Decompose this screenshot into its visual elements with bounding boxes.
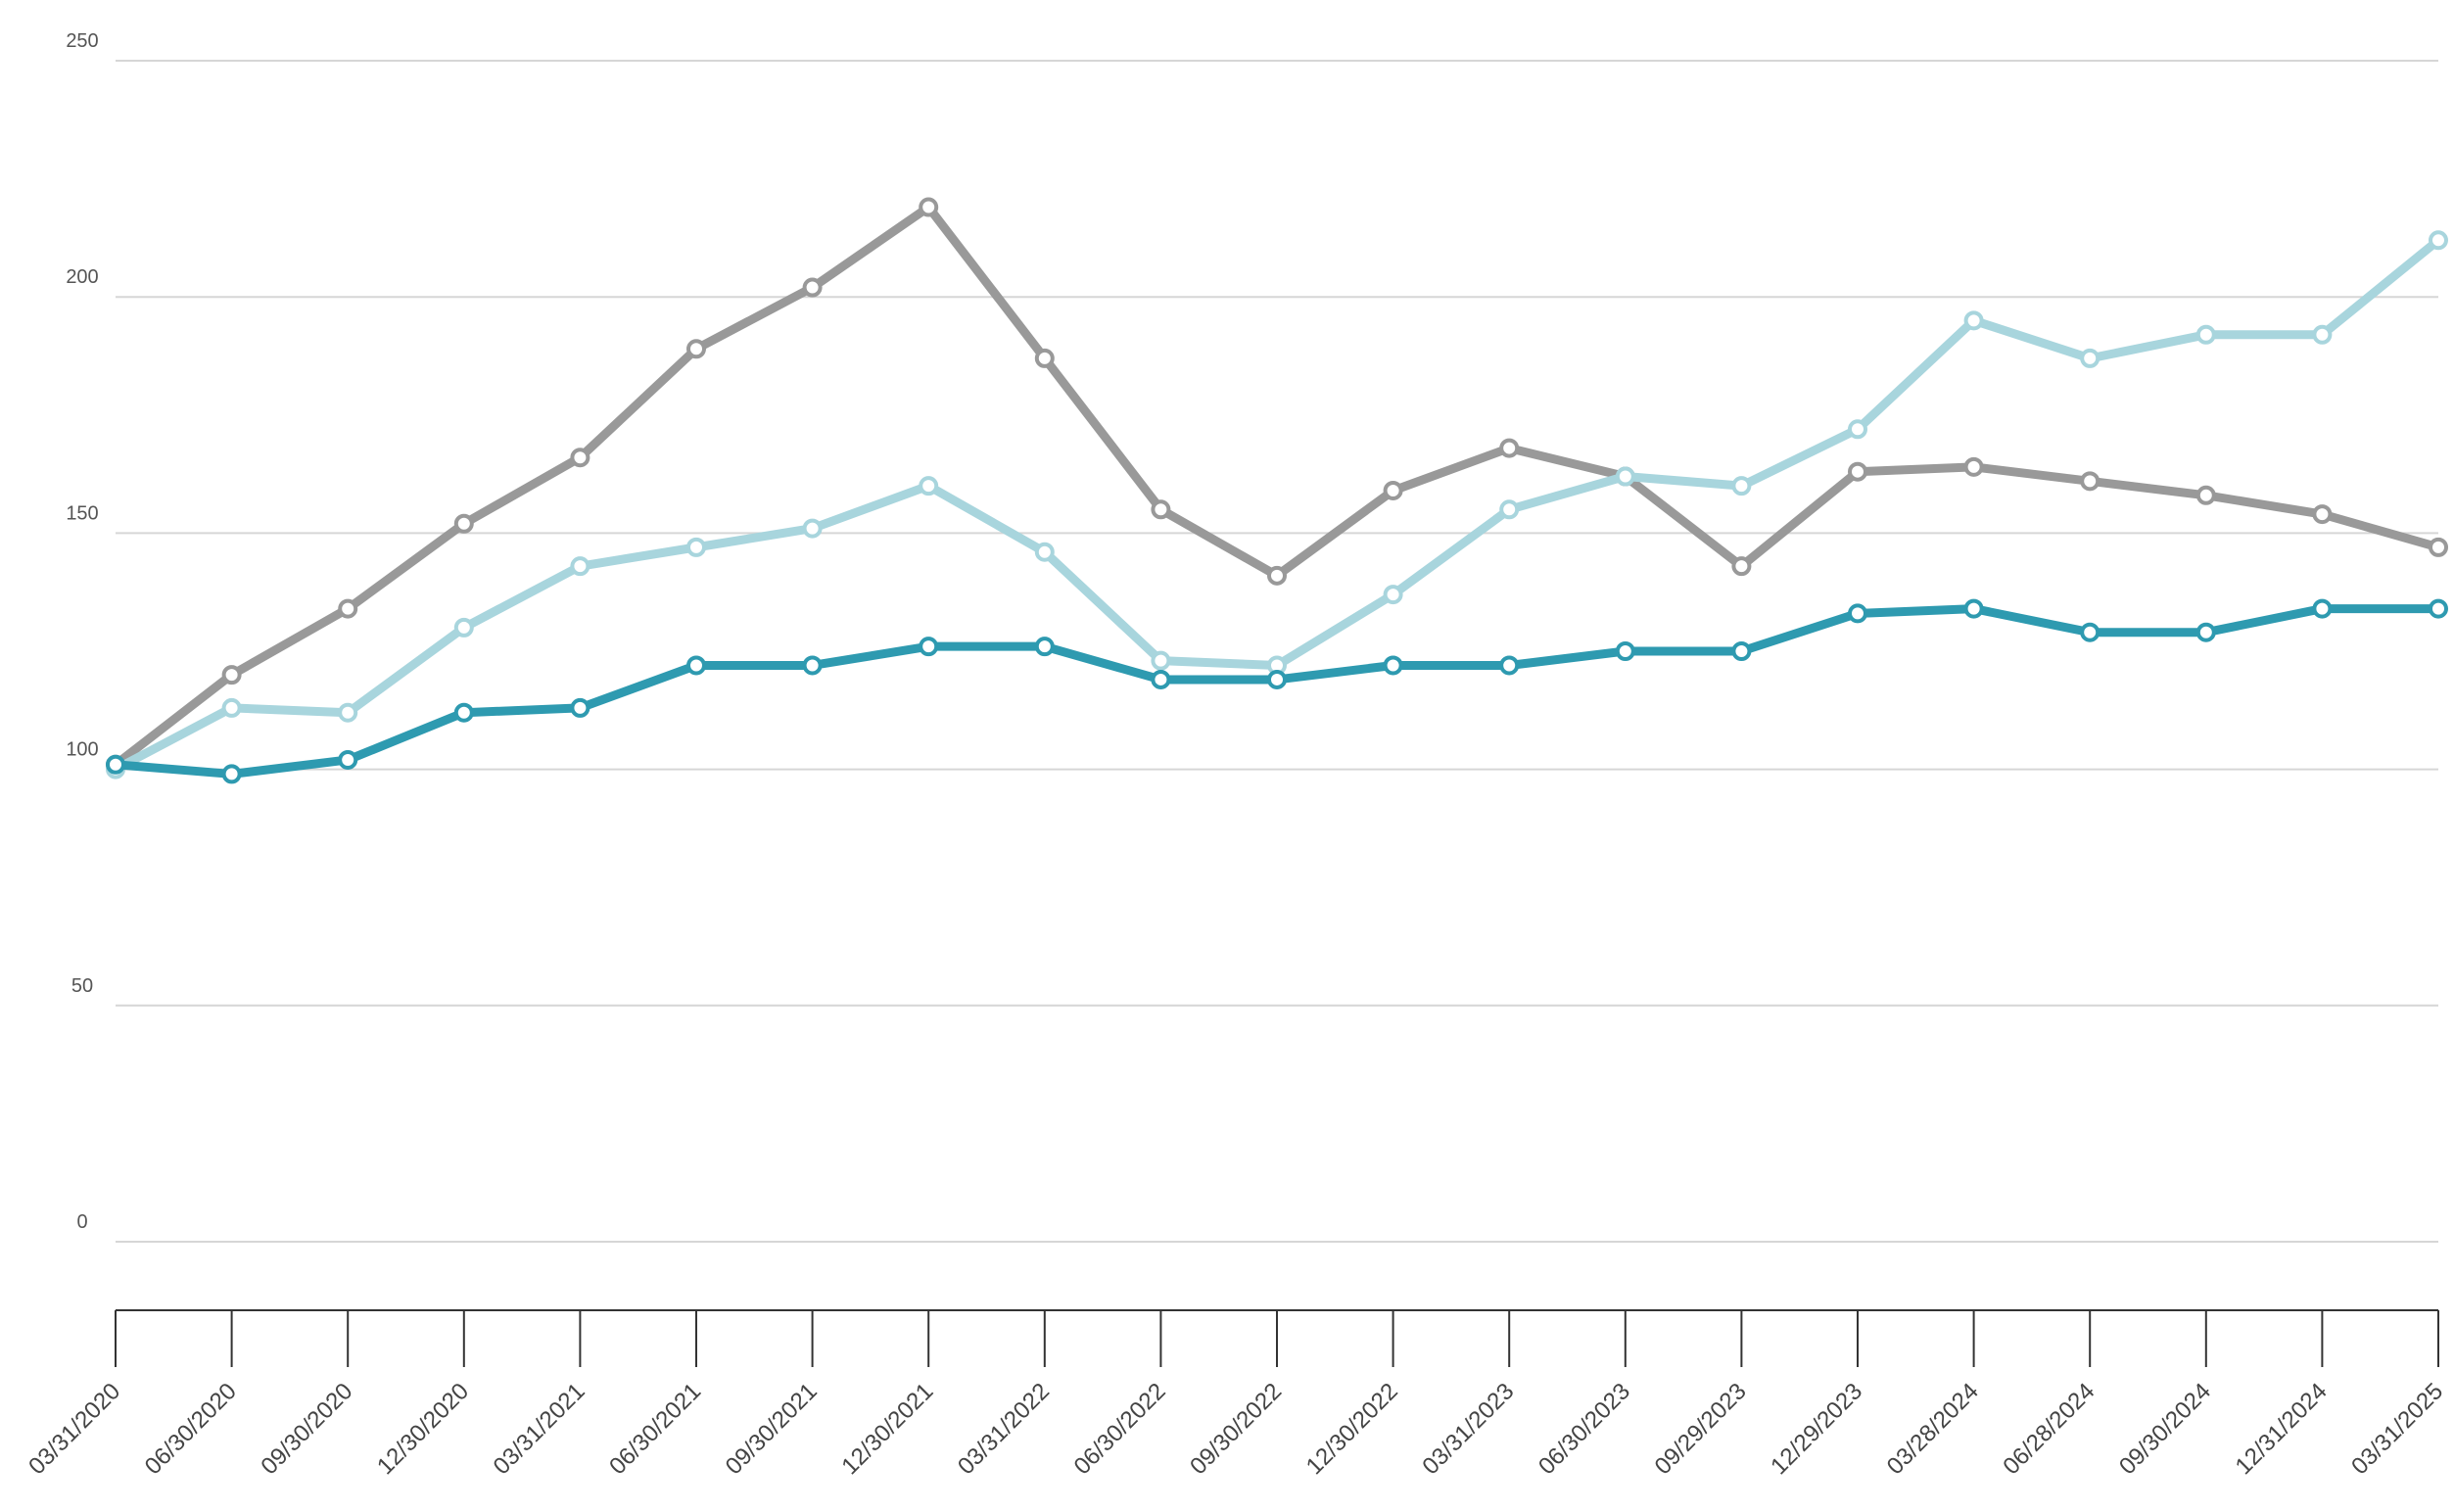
x-tick-label: 03/28/2024	[1882, 1378, 1984, 1480]
data-point	[221, 697, 242, 718]
data-point	[570, 556, 590, 577]
data-point	[1848, 461, 1867, 482]
data-point	[2312, 598, 2333, 619]
x-tick-label: 12/29/2023	[1766, 1378, 1867, 1480]
data-point	[802, 518, 823, 539]
data-point	[1034, 542, 1055, 562]
data-point	[338, 749, 358, 770]
data-point	[1267, 565, 1287, 586]
y-tick-label: 100	[66, 739, 98, 761]
x-tick-label: 09/30/2021	[721, 1378, 823, 1480]
data-point	[1151, 650, 1171, 671]
data-point	[2312, 324, 2333, 345]
x-tick-label: 09/30/2024	[2114, 1378, 2216, 1480]
data-point	[1848, 603, 1867, 624]
x-axis	[115, 1309, 2439, 1367]
data-point	[802, 277, 823, 298]
series-lines	[106, 197, 2448, 784]
x-tick-label: 09/29/2023	[1650, 1378, 1752, 1480]
data-point	[686, 655, 706, 676]
x-tick-label: 12/31/2024	[2231, 1378, 2333, 1480]
data-point	[686, 339, 706, 359]
x-tick-label: 06/28/2024	[1998, 1378, 2100, 1480]
y-tick-label: 150	[66, 502, 98, 524]
data-point	[1383, 480, 1403, 500]
y-tick-label: 0	[76, 1211, 87, 1233]
series-1	[106, 197, 2448, 775]
data-point	[2195, 324, 2216, 345]
data-point	[1963, 310, 1984, 331]
data-point	[1034, 348, 1055, 368]
data-point	[1731, 556, 1752, 577]
data-point	[2429, 598, 2448, 619]
data-point	[2080, 622, 2100, 642]
data-point	[2195, 622, 2216, 642]
data-point	[919, 476, 939, 496]
data-point	[453, 513, 474, 534]
data-point	[221, 665, 242, 685]
data-point	[338, 702, 358, 723]
x-tick-label: 03/31/2025	[2346, 1378, 2448, 1480]
data-point	[1499, 499, 1520, 520]
data-point	[2312, 504, 2333, 525]
x-tick-label: 09/30/2020	[256, 1378, 357, 1480]
data-point	[686, 537, 706, 557]
x-tick-label: 06/30/2021	[604, 1378, 706, 1480]
data-point	[221, 764, 242, 784]
data-point	[570, 448, 590, 468]
data-point	[2080, 471, 2100, 492]
data-point	[802, 655, 823, 676]
data-point	[1615, 641, 1635, 661]
data-point	[2195, 485, 2216, 505]
gridlines	[116, 60, 2438, 1243]
data-point	[919, 637, 939, 657]
data-point	[1267, 669, 1287, 689]
data-point	[2080, 348, 2100, 368]
data-point	[1034, 637, 1055, 657]
data-point	[1731, 476, 1752, 496]
data-point	[1383, 585, 1403, 605]
y-tick-label: 250	[66, 30, 98, 52]
data-point	[1615, 466, 1635, 487]
data-point	[1383, 655, 1403, 676]
x-tick-label: 06/30/2020	[140, 1378, 242, 1480]
y-tick-label: 200	[66, 266, 98, 288]
x-tick-label: 12/30/2020	[372, 1378, 474, 1480]
x-tick-label: 12/30/2022	[1301, 1378, 1403, 1480]
data-point	[2429, 537, 2448, 557]
y-axis-tick-labels: 0 50 100 150 200 250	[66, 30, 98, 1233]
x-tick-label: 12/30/2021	[836, 1378, 938, 1480]
series-3	[106, 598, 2448, 784]
x-tick-label: 03/31/2023	[1417, 1378, 1519, 1480]
x-tick-label: 03/31/2021	[489, 1378, 590, 1480]
data-point	[1151, 499, 1171, 520]
data-point	[453, 702, 474, 723]
data-point	[1151, 669, 1171, 689]
data-point	[1963, 456, 1984, 477]
data-point	[2429, 230, 2448, 251]
data-point	[1731, 641, 1752, 661]
data-point	[919, 197, 939, 217]
x-tick-label: 03/31/2022	[953, 1378, 1055, 1480]
data-point	[570, 697, 590, 718]
series-2	[106, 230, 2448, 780]
data-point	[453, 617, 474, 638]
data-point	[1499, 655, 1520, 676]
data-point	[1499, 438, 1520, 458]
data-point	[1848, 419, 1867, 440]
x-tick-label: 06/30/2023	[1534, 1378, 1635, 1480]
y-tick-label: 50	[71, 975, 93, 997]
x-tick-label: 06/30/2022	[1069, 1378, 1171, 1480]
data-point	[1963, 598, 1984, 619]
x-tick-label: 03/31/2020	[24, 1378, 125, 1480]
x-axis-tick-labels: 03/31/2020 06/30/2020 09/30/2020 12/30/2020…	[24, 1378, 2448, 1480]
data-point	[106, 754, 125, 775]
series-line	[111, 235, 2443, 775]
x-tick-label: 09/30/2022	[1185, 1378, 1287, 1480]
data-point	[338, 598, 358, 619]
